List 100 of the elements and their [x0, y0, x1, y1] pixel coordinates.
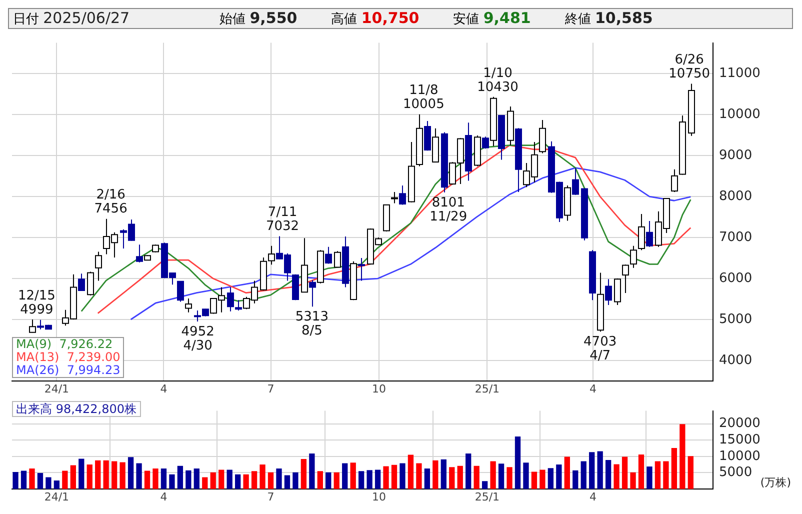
bar	[276, 468, 282, 489]
bar	[226, 470, 232, 489]
bar	[37, 473, 44, 489]
text: MA(13) 7,239.00	[16, 350, 120, 364]
annotation: 11/8 10005	[402, 83, 444, 112]
x-tick-label: 24/1	[44, 490, 70, 504]
bar	[309, 453, 315, 489]
bar	[20, 470, 27, 489]
bar	[350, 462, 356, 489]
bar	[128, 457, 134, 489]
x-tick-label: 24/1	[44, 382, 70, 396]
y-tick-label: 20000	[719, 416, 760, 432]
text: 始値 9,550	[220, 9, 298, 27]
bar	[243, 474, 249, 489]
bar	[605, 460, 612, 489]
bar	[449, 467, 455, 489]
annotation: 2/16 7456	[94, 188, 128, 217]
y-tick-label: 9000	[719, 148, 752, 163]
y-tick-label: 8000	[719, 188, 752, 204]
bar	[202, 477, 208, 489]
y-tick-label: 7000	[719, 230, 752, 245]
bar	[169, 474, 175, 489]
x-tick-label: 10	[372, 382, 386, 396]
bar	[564, 456, 570, 489]
bar	[540, 470, 546, 489]
bar	[383, 466, 389, 489]
bar	[490, 461, 496, 489]
bar	[366, 470, 372, 489]
bar	[334, 472, 340, 489]
x-tick-label: 10	[372, 490, 386, 504]
bar	[556, 464, 562, 489]
y-tick-label: 10000	[719, 448, 760, 464]
bar	[86, 464, 92, 489]
bar	[251, 471, 258, 489]
bar	[400, 463, 406, 489]
x-tick-label: 25/1	[474, 382, 500, 396]
bar	[210, 472, 216, 489]
bar	[62, 470, 68, 489]
bar	[152, 468, 158, 489]
bar	[46, 477, 52, 489]
annotation: 4703 4/7	[584, 334, 617, 364]
bar	[663, 461, 669, 489]
bar	[234, 474, 241, 489]
bar	[12, 472, 18, 489]
bar	[457, 466, 463, 489]
bar	[391, 464, 398, 489]
x-tick-label: 7	[267, 490, 274, 504]
bar	[630, 472, 636, 489]
bar	[292, 472, 298, 489]
x-tick-label: 4	[590, 382, 597, 396]
y-tick-label: 6000	[719, 270, 752, 286]
bar	[136, 463, 142, 489]
chart-title: 日付 2025/06/27	[13, 9, 130, 27]
bar	[317, 471, 323, 489]
bar	[597, 451, 603, 489]
chart-title: 出来高 98,422,800株	[12, 401, 141, 417]
y-tick-label: 5000	[719, 465, 752, 480]
y-tick-label: 11000	[719, 66, 760, 81]
bar	[260, 464, 266, 489]
bar	[416, 463, 422, 489]
bar	[78, 458, 84, 489]
text: 高値 10,750	[331, 9, 420, 27]
x-tick-label: 25/1	[474, 490, 500, 504]
bar	[688, 456, 694, 489]
bar	[284, 475, 290, 489]
bar	[358, 471, 364, 489]
bar	[342, 463, 348, 489]
bar	[580, 461, 586, 489]
y-tick-label: 5000	[719, 312, 752, 327]
bar	[326, 472, 332, 489]
bar	[646, 466, 652, 489]
bar	[160, 468, 167, 489]
bar	[638, 454, 644, 489]
bar	[120, 462, 126, 489]
bar	[408, 454, 414, 489]
bar	[194, 468, 200, 489]
bar	[29, 468, 35, 489]
annotation: 1/10 10430	[477, 66, 518, 95]
bar	[589, 452, 595, 489]
bar	[424, 468, 430, 489]
x-tick-label: 4	[160, 382, 168, 396]
annotation: 5313 8/5	[295, 310, 328, 339]
bar	[70, 465, 76, 489]
bar	[482, 481, 488, 489]
annotation: 4952 4/30	[181, 324, 214, 354]
bar	[218, 470, 224, 489]
bar	[144, 470, 150, 489]
annotation: 6/26 10750	[668, 52, 710, 82]
bar	[111, 461, 118, 489]
y-tick-label: 4000	[719, 352, 752, 368]
bar	[622, 456, 628, 489]
bar	[466, 453, 472, 489]
bar	[671, 448, 678, 489]
x-tick-label: 4	[590, 490, 597, 504]
bar	[300, 459, 307, 489]
bar	[680, 424, 686, 489]
bar	[514, 436, 521, 489]
bar	[474, 466, 480, 489]
bar	[498, 464, 504, 489]
bar	[103, 460, 109, 489]
